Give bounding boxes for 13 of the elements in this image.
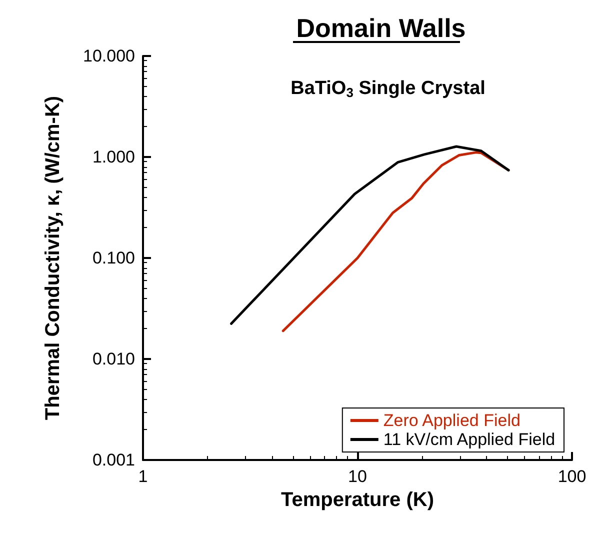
x-tick-label: 100	[558, 467, 586, 486]
chart-title: Domain Walls	[296, 13, 466, 43]
y-axis-title: Thermal Conductivity, κ, (W/cm-K)	[42, 96, 64, 420]
legend-label: 11 kV/cm Applied Field	[383, 430, 556, 449]
x-tick-label: 10	[348, 467, 367, 486]
legend-label: Zero Applied Field	[383, 411, 520, 430]
x-tick-label: 1	[138, 467, 148, 486]
y-tick-label: 1.000	[92, 148, 135, 166]
y-tick-label: 10.000	[83, 46, 135, 66]
x-axis-title: Temperature (K)	[281, 488, 434, 511]
y-tick-label: 0.100	[92, 248, 135, 268]
y-tick-label: 0.010	[92, 350, 135, 368]
y-tick-label: 0.001	[92, 450, 135, 470]
